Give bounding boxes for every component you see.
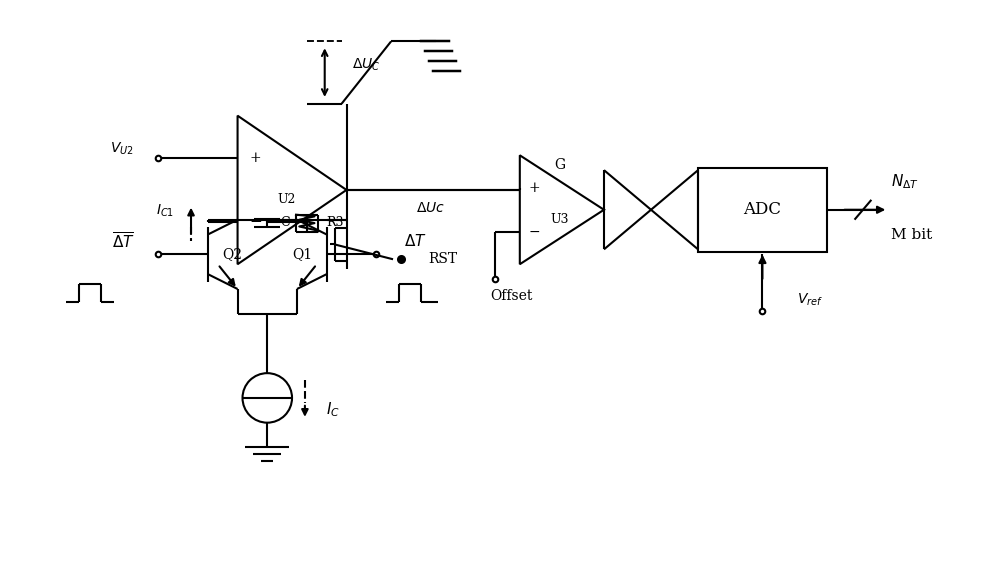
- Text: Offset: Offset: [491, 289, 533, 303]
- Text: Q2: Q2: [223, 247, 243, 261]
- Text: $\Delta T$: $\Delta T$: [404, 234, 427, 250]
- Text: U2: U2: [278, 193, 296, 206]
- Text: $I_{C1}$: $I_{C1}$: [156, 203, 174, 219]
- Text: M bit: M bit: [891, 227, 932, 242]
- Text: Q1: Q1: [292, 247, 312, 261]
- Text: $\Delta Uc$: $\Delta Uc$: [416, 201, 445, 215]
- Text: +: +: [529, 181, 540, 195]
- Text: ADC: ADC: [743, 201, 781, 218]
- Text: G: G: [554, 158, 565, 172]
- Bar: [698, 168, 827, 252]
- Text: RST: RST: [429, 252, 458, 266]
- Text: $V_{U2}$: $V_{U2}$: [110, 140, 134, 157]
- Text: $N_{\Delta T}$: $N_{\Delta T}$: [891, 173, 919, 191]
- Text: R3: R3: [326, 216, 343, 229]
- Text: $I_C$: $I_C$: [326, 401, 340, 419]
- Text: $\Delta U_C$: $\Delta U_C$: [352, 56, 381, 73]
- Text: +: +: [250, 152, 261, 165]
- Text: C: C: [280, 216, 290, 229]
- Text: $\overline{\Delta T}$: $\overline{\Delta T}$: [112, 231, 135, 251]
- Text: $V_{ref}$: $V_{ref}$: [797, 291, 823, 308]
- Text: −: −: [249, 215, 262, 228]
- Text: −: −: [529, 224, 540, 239]
- Text: U3: U3: [550, 213, 569, 226]
